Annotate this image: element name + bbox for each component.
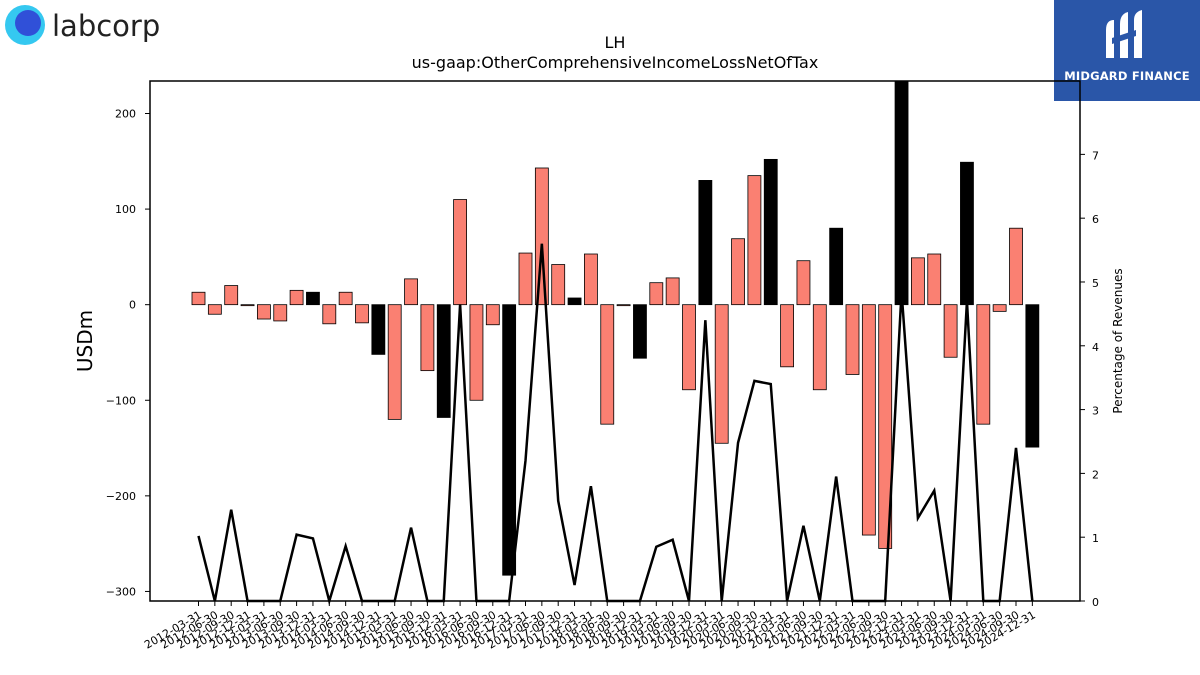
right-tick-label: 7 — [1092, 149, 1099, 162]
bar-2014-09-30 — [355, 304, 369, 324]
bar-2022-12-31 — [894, 80, 909, 306]
bar-2019-09-30 — [682, 304, 696, 391]
bar-2014-03-31 — [322, 304, 337, 325]
bar-2023-09-30 — [943, 304, 958, 358]
bar-2013-06-30 — [273, 304, 288, 322]
x-axis: 2012-03-312012-06-302012-09-302012-12-31… — [142, 601, 1038, 652]
bar-2019-06-30 — [665, 277, 680, 306]
left-tick-label: 200 — [115, 108, 136, 121]
bar-2013-03-31 — [256, 304, 271, 320]
plot-frame — [149, 80, 1081, 602]
bar-2015-09-30 — [420, 304, 435, 372]
chart-subtitle: us-gaap:OtherComprehensiveIncomeLossNetO… — [412, 53, 819, 72]
bar-2022-06-30 — [861, 304, 876, 536]
left-tick-label: −200 — [106, 490, 136, 503]
bars — [191, 80, 1040, 576]
bar-2018-09-30 — [616, 304, 631, 307]
right-axis: 0 1 2 3 4 5 6 7 — [1080, 149, 1099, 609]
bar-2024-03-31 — [976, 304, 991, 425]
y-axis-label-left: USDm — [73, 310, 97, 372]
right-tick-label: 2 — [1092, 468, 1099, 481]
bar-2015-03-31 — [387, 304, 402, 420]
bar-2015-12-31 — [436, 304, 451, 418]
bar-2012-09-30 — [224, 285, 239, 306]
bar-2018-12-31 — [633, 304, 647, 359]
y-axis-label-right: Percentage of Revenues — [1111, 268, 1125, 413]
bar-2020-03-31 — [714, 304, 729, 444]
bar-2023-06-30 — [927, 253, 942, 306]
bar-2023-12-31 — [960, 161, 974, 306]
bar-2024-06-30 — [992, 304, 1007, 312]
bar-2020-12-31 — [763, 158, 778, 306]
midgard-finance-text: MIDGARD FINANCE — [1064, 69, 1190, 83]
bar-2012-12-31 — [240, 304, 255, 307]
bar-2020-06-30 — [731, 238, 745, 306]
bar-2022-09-30 — [878, 304, 893, 549]
bar-2018-03-31 — [584, 253, 598, 306]
right-tick-label: 6 — [1092, 213, 1099, 226]
bar-2016-06-30 — [469, 304, 484, 401]
bar-2017-06-30 — [534, 167, 549, 306]
right-tick-label: 5 — [1092, 277, 1099, 290]
right-tick-label: 3 — [1092, 405, 1099, 418]
midgard-mark-icon — [1106, 10, 1142, 58]
bar-2014-12-31 — [371, 304, 386, 355]
chart-title: LH — [605, 33, 626, 52]
bar-2017-09-30 — [551, 264, 566, 306]
bar-2019-12-31 — [698, 180, 713, 306]
bar-2016-09-30 — [485, 304, 500, 326]
labcorp-logo: labcorp — [4, 4, 174, 48]
bar-2016-12-31 — [502, 304, 517, 576]
bar-2013-12-31 — [306, 291, 320, 306]
bar-2024-09-30 — [1009, 227, 1023, 306]
bar-2017-12-31 — [567, 297, 582, 306]
midgard-finance-logo: MIDGARD FINANCE — [1054, 0, 1200, 101]
bar-2019-03-31 — [649, 282, 664, 306]
bar-2021-03-31 — [780, 304, 794, 368]
bar-2023-03-31 — [911, 257, 925, 306]
labcorp-logo-inner-icon — [15, 10, 41, 36]
bar-2024-12-31 — [1025, 304, 1040, 448]
bar-2017-03-31 — [518, 252, 533, 306]
bar-2021-09-30 — [812, 304, 827, 391]
right-tick-label: 4 — [1092, 341, 1099, 354]
bar-2022-03-31 — [845, 304, 860, 375]
right-tick-label: 1 — [1092, 532, 1099, 545]
bar-2016-03-31 — [453, 199, 468, 306]
bar-2014-06-30 — [338, 291, 353, 306]
left-tick-label: 0 — [129, 299, 136, 312]
bar-2015-06-30 — [404, 278, 418, 306]
bar-2020-09-30 — [747, 175, 762, 306]
left-tick-label: −300 — [106, 585, 136, 598]
bar-2021-12-31 — [829, 227, 844, 306]
right-tick-label: 0 — [1092, 596, 1099, 609]
bar-2012-03-31 — [191, 291, 206, 306]
left-tick-label: −100 — [106, 394, 136, 407]
left-tick-label: 100 — [115, 203, 136, 216]
bar-2013-09-30 — [289, 289, 304, 306]
bar-2018-06-30 — [600, 304, 615, 425]
bar-2021-06-30 — [796, 260, 811, 306]
bar-2012-06-30 — [207, 304, 222, 315]
left-axis: 200 100 0 −100 −200 −300 — [106, 108, 150, 598]
labcorp-logo-text: labcorp — [52, 9, 160, 43]
